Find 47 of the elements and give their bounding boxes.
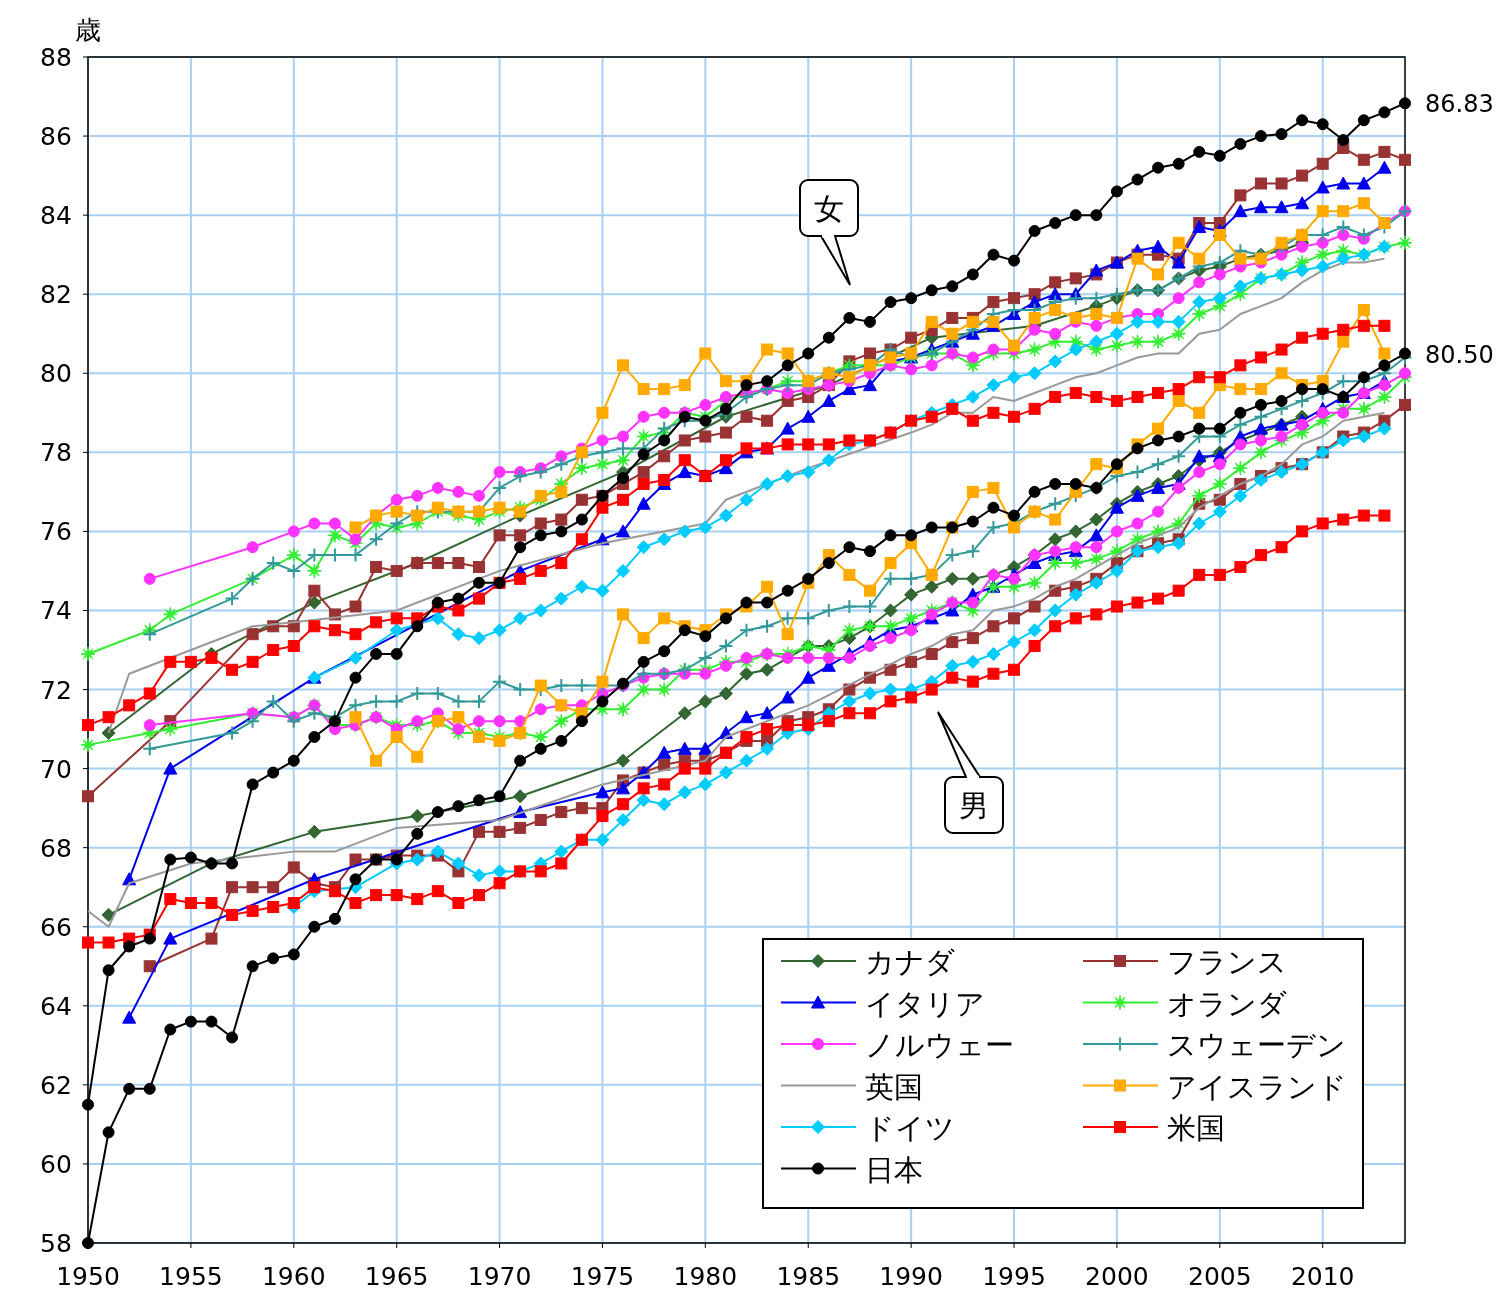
x-tick-label: 1990 xyxy=(879,1262,943,1290)
legend-label: アイスランド xyxy=(1167,1069,1347,1104)
x-tick-label: 1985 xyxy=(776,1262,841,1290)
annotation: 女 xyxy=(799,179,859,286)
y-tick-label: 86 xyxy=(40,122,72,152)
legend-label: 日本 xyxy=(865,1152,923,1187)
annotation: 86.83 xyxy=(1425,90,1494,119)
legend-label: スウェーデン xyxy=(1167,1028,1346,1062)
legend-label: フランス xyxy=(1167,945,1287,979)
legend-label: カナダ xyxy=(865,945,955,979)
y-axis-title: 歳 xyxy=(75,15,101,45)
legend-label: イタリア xyxy=(865,986,985,1021)
x-tick-label: 1965 xyxy=(364,1262,429,1290)
x-tick-label: 2010 xyxy=(1290,1262,1355,1290)
x-tick-label: 1950 xyxy=(56,1262,120,1290)
y-tick-label: 66 xyxy=(40,912,72,942)
legend-label: オランダ xyxy=(1167,986,1287,1021)
y-tick-label: 74 xyxy=(40,596,72,626)
x-tick-label: 2000 xyxy=(1085,1262,1149,1290)
y-tick-label: 84 xyxy=(40,201,72,231)
annotation: 男 xyxy=(959,788,989,823)
x-tick-label: 1970 xyxy=(467,1262,532,1290)
y-tick-label: 72 xyxy=(40,675,72,705)
x-tick-label: 1980 xyxy=(673,1262,738,1290)
x-tick-label: 1995 xyxy=(982,1262,1046,1290)
x-tick-label: 1955 xyxy=(159,1262,223,1290)
y-tick-label: 60 xyxy=(40,1149,72,1179)
y-tick-label: 68 xyxy=(40,833,72,863)
y-tick-label: 58 xyxy=(40,1229,72,1258)
y-tick-label: 78 xyxy=(40,438,72,468)
y-tick-label: 88 xyxy=(40,43,72,72)
annotation: 80.50 xyxy=(1425,340,1494,369)
legend-label: ノルウェー xyxy=(865,1028,1014,1062)
legend-label: ドイツ xyxy=(865,1111,955,1145)
y-tick-label: 64 xyxy=(40,991,72,1021)
annotation: 男 xyxy=(937,711,1004,834)
y-tick-label: 62 xyxy=(40,1070,72,1100)
x-tick-label: 1975 xyxy=(570,1262,635,1290)
y-tick-label: 80 xyxy=(40,359,72,389)
x-tick-label: 2005 xyxy=(1187,1262,1252,1290)
x-tick-label: 1960 xyxy=(261,1262,326,1290)
y-tick-label: 82 xyxy=(40,280,72,310)
y-tick-label: 70 xyxy=(40,754,72,784)
annotation: 女 xyxy=(814,191,844,226)
legend-label: 米国 xyxy=(1167,1111,1225,1145)
y-tick-label: 76 xyxy=(40,517,72,547)
legend-label: 英国 xyxy=(865,1069,923,1104)
